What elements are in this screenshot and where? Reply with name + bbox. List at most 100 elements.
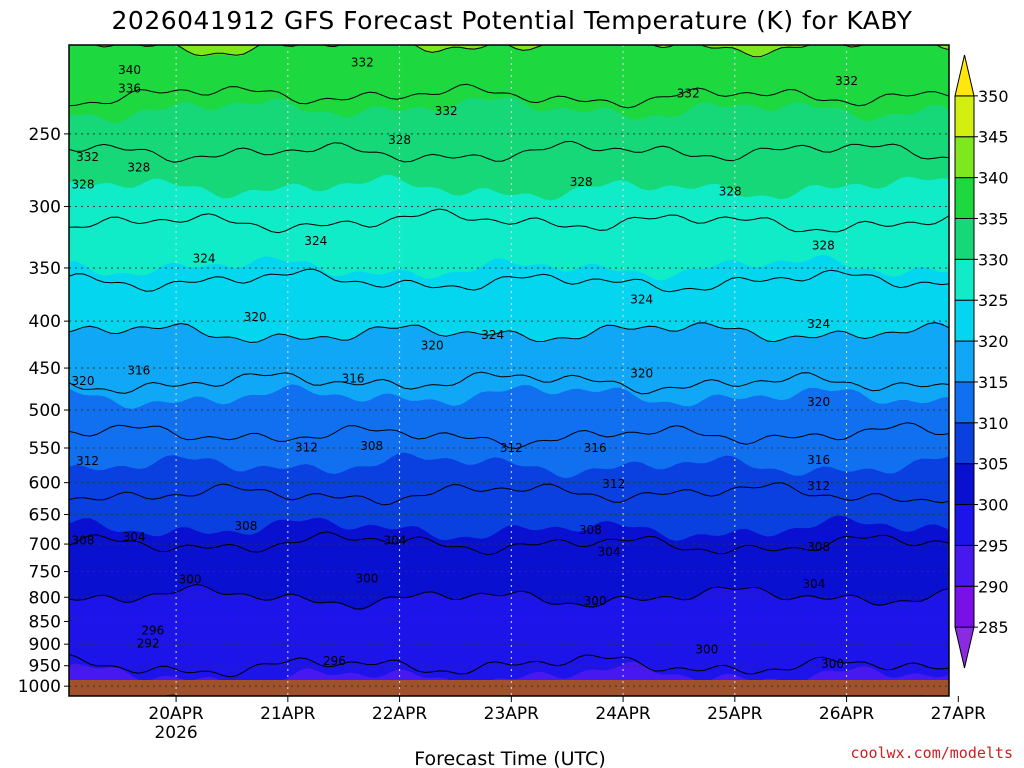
contour-label-23: 316 bbox=[127, 364, 150, 378]
colorbar-label-285: 285 bbox=[978, 618, 1009, 637]
contour-label-15: 324 bbox=[481, 328, 504, 342]
colorbar-segment-8 bbox=[954, 299, 975, 342]
colorbar-label-345: 345 bbox=[978, 128, 1009, 147]
colorbar-segment-2 bbox=[954, 544, 975, 587]
contour-label-27: 312 bbox=[76, 454, 99, 468]
colorbar-segment-14 bbox=[954, 54, 975, 97]
contour-line-328 bbox=[69, 208, 949, 234]
contour-label-20: 320 bbox=[72, 374, 95, 388]
colorbar-label-290: 290 bbox=[978, 577, 1009, 596]
colorbar-segment-4 bbox=[954, 463, 975, 506]
contour-label-39: 304 bbox=[598, 545, 621, 559]
colorbar-label-350: 350 bbox=[978, 87, 1009, 106]
x-axis-label: Forecast Time (UTC) bbox=[414, 748, 605, 768]
x-tick-label-20APR: 20APR bbox=[148, 704, 204, 724]
contour-label-40: 304 bbox=[803, 577, 826, 591]
x-tick-label-24APR: 24APR bbox=[595, 704, 651, 724]
colorbar-label-315: 315 bbox=[978, 373, 1009, 392]
colorbar-segment-12 bbox=[954, 136, 975, 179]
theta-band-335 bbox=[69, 45, 949, 123]
y-tick-label-900: 900 bbox=[29, 635, 61, 655]
colorbar-label-325: 325 bbox=[978, 291, 1009, 310]
credit-text: coolwx.com/modelts bbox=[850, 744, 1013, 762]
contour-label-12: 328 bbox=[812, 239, 835, 253]
contour-label-0: 340 bbox=[118, 63, 141, 77]
y-tick-label-600: 600 bbox=[29, 474, 61, 494]
contour-label-44: 300 bbox=[695, 642, 718, 656]
colorbar-label-330: 330 bbox=[978, 250, 1009, 269]
contour-label-48: 292 bbox=[137, 636, 160, 650]
contour-label-7: 328 bbox=[127, 160, 150, 174]
colorbar-segment-6 bbox=[954, 381, 975, 424]
y-tick-label-650: 650 bbox=[29, 506, 61, 526]
x-tick-label-23APR: 23APR bbox=[484, 704, 540, 724]
contour-line-336 bbox=[69, 83, 949, 109]
contour-label-32: 308 bbox=[360, 439, 383, 453]
colorbar-segment-13 bbox=[954, 95, 975, 138]
contour-label-29: 312 bbox=[500, 441, 523, 455]
contour-label-11: 328 bbox=[719, 185, 742, 199]
contour-label-41: 300 bbox=[179, 572, 202, 586]
y-tick-label-300: 300 bbox=[29, 198, 61, 218]
contour-label-5: 332 bbox=[835, 74, 858, 88]
y-tick-label-700: 700 bbox=[29, 535, 61, 555]
x-tick-label-21APR: 21APR bbox=[260, 704, 316, 724]
contour-line-332 bbox=[69, 140, 949, 163]
theta-band-340 bbox=[96, 45, 949, 58]
theta-band-355 bbox=[64, 0, 954, 5]
x-tick-label-22APR: 22APR bbox=[372, 704, 428, 724]
colorbar-segment-0 bbox=[954, 626, 975, 669]
contour-label-14: 324 bbox=[304, 234, 327, 248]
contour-label-4: 332 bbox=[677, 87, 700, 101]
colorbar-segment-7 bbox=[954, 340, 975, 383]
y-tick-label-550: 550 bbox=[29, 439, 61, 459]
contour-label-22: 320 bbox=[807, 395, 830, 409]
ground-band bbox=[69, 680, 949, 696]
contour-line-304 bbox=[69, 531, 949, 556]
x-tick-label-25APR: 25APR bbox=[707, 704, 763, 724]
contour-label-16: 324 bbox=[630, 293, 653, 307]
contour-label-3: 332 bbox=[435, 104, 458, 118]
contour-label-17: 324 bbox=[807, 317, 830, 331]
colorbar-segment-3 bbox=[954, 504, 975, 546]
colorbar: 285 290 295 300 305 310 315 320 325 330 335 340 345 3… bbox=[954, 54, 1009, 669]
colorbar-label-310: 310 bbox=[978, 414, 1009, 433]
y-tick-label-1000: 1000 bbox=[18, 677, 61, 697]
theta-band-350 bbox=[64, 0, 954, 5]
y-tick-label-500: 500 bbox=[29, 401, 61, 421]
contour-label-30: 312 bbox=[602, 477, 625, 491]
colorbar-segment-10 bbox=[954, 217, 975, 260]
contour-label-46: 296 bbox=[141, 624, 164, 638]
contour-label-36: 308 bbox=[807, 540, 830, 554]
contour-label-13: 324 bbox=[193, 252, 216, 266]
x-tick-label-27APR: 27APR bbox=[931, 704, 987, 724]
contour-label-34: 308 bbox=[72, 534, 95, 548]
y-axis: 250 300 350 400 450 500 550 600 650 700 750 800 850 9… bbox=[18, 125, 69, 697]
y-tick-label-950: 950 bbox=[29, 657, 61, 677]
contour-label-47: 296 bbox=[323, 654, 346, 668]
contour-label-31: 312 bbox=[807, 479, 830, 493]
contour-label-45: 300 bbox=[821, 657, 844, 671]
contour-label-37: 304 bbox=[123, 530, 146, 544]
y-tick-label-450: 450 bbox=[29, 359, 61, 379]
contour-labels: 340 336 332 332 332 332 332 328 328 328 328 328 328 3… bbox=[72, 56, 858, 672]
contour-label-26: 316 bbox=[807, 453, 830, 467]
contour-label-25: 316 bbox=[584, 441, 607, 455]
contour-line-296 bbox=[69, 654, 949, 678]
x-tick-sublabel-20APR: 2026 bbox=[154, 723, 197, 743]
contour-label-1: 336 bbox=[118, 81, 141, 95]
contour-label-33: 308 bbox=[234, 519, 257, 533]
contour-label-28: 312 bbox=[295, 440, 318, 454]
contour-line-320 bbox=[69, 322, 949, 344]
contour-label-19: 320 bbox=[421, 338, 444, 352]
contour-label-42: 300 bbox=[356, 571, 379, 585]
y-tick-label-250: 250 bbox=[29, 125, 61, 145]
colorbar-segment-5 bbox=[954, 422, 975, 465]
y-tick-label-350: 350 bbox=[29, 259, 61, 279]
colorbar-segment-11 bbox=[954, 177, 975, 219]
contour-line-300 bbox=[69, 584, 949, 610]
contour-label-43: 300 bbox=[584, 594, 607, 608]
contour-line-316 bbox=[69, 371, 949, 395]
